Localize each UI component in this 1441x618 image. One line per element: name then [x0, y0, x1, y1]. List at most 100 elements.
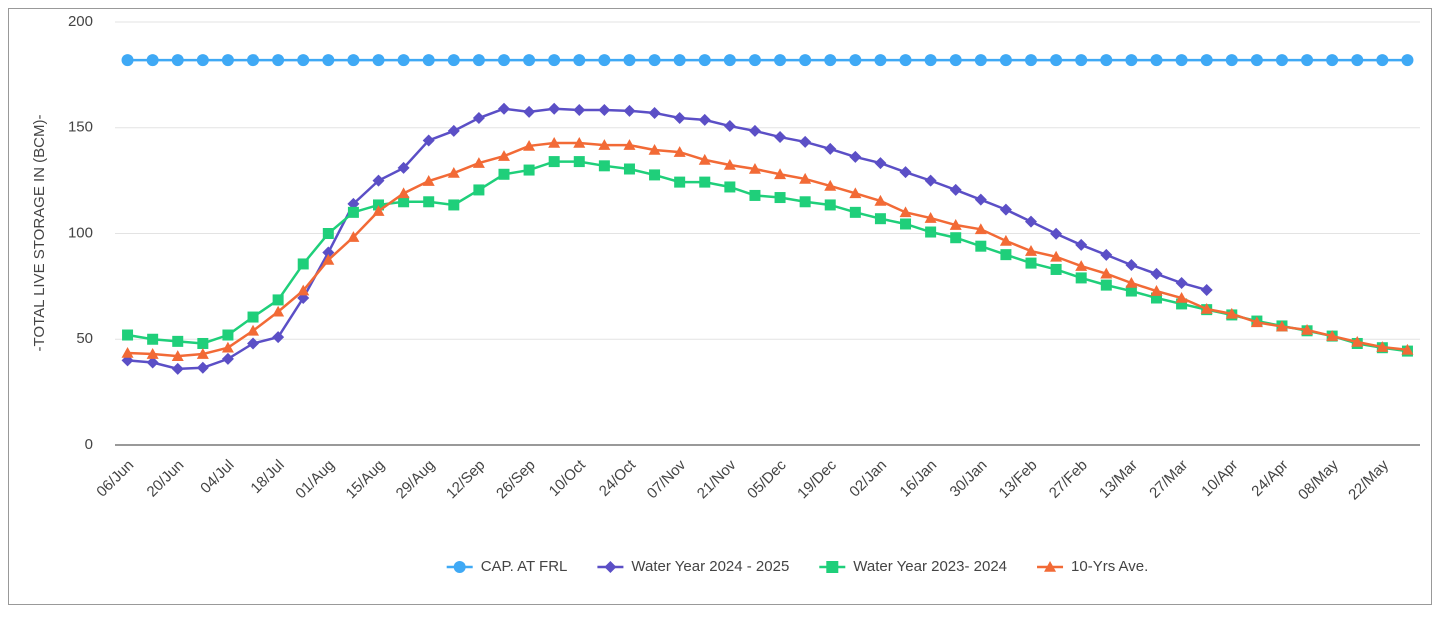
point: [674, 176, 686, 188]
point: [548, 54, 561, 67]
point: [1075, 272, 1087, 284]
point: [172, 335, 184, 347]
point: [372, 205, 385, 216]
point: [372, 54, 385, 67]
point: [649, 169, 661, 181]
point: [1100, 267, 1113, 279]
point: [999, 203, 1012, 216]
point: [372, 174, 385, 187]
point: [975, 240, 987, 252]
point: [322, 253, 335, 265]
series: [121, 136, 1414, 361]
point: [221, 341, 234, 353]
point: [548, 136, 561, 148]
point: [422, 54, 435, 67]
point: [899, 206, 912, 218]
point: [1200, 283, 1213, 296]
legend-item: Water Year 2024 - 2025: [597, 558, 789, 575]
point: [1401, 343, 1414, 355]
point: [849, 150, 862, 163]
point: [1044, 561, 1057, 572]
y-tick-label: 50: [76, 330, 93, 347]
point: [949, 183, 962, 196]
point: [297, 284, 310, 296]
point: [347, 54, 360, 67]
point: [1125, 259, 1138, 272]
point: [1075, 54, 1088, 67]
point: [347, 206, 359, 218]
point: [723, 54, 736, 67]
point: [623, 163, 635, 175]
point: [723, 120, 736, 133]
point: [472, 54, 485, 67]
point: [397, 187, 410, 199]
point: [799, 135, 812, 148]
point: [1326, 54, 1339, 67]
point: [221, 54, 234, 67]
point: [598, 54, 611, 67]
point: [448, 199, 460, 211]
point: [447, 54, 460, 67]
point: [1250, 54, 1263, 67]
point: [1050, 227, 1063, 240]
point: [146, 356, 159, 369]
point: [146, 54, 159, 67]
frame: [8, 8, 1432, 605]
point: [322, 228, 334, 239]
point: [1025, 245, 1038, 256]
point: [748, 54, 761, 67]
point: [497, 150, 510, 161]
point: [422, 134, 435, 147]
point: [824, 199, 836, 211]
point: [1150, 54, 1163, 67]
point: [453, 561, 466, 573]
point: [1050, 54, 1063, 67]
point: [523, 54, 536, 67]
point: [673, 54, 686, 67]
point: [623, 139, 636, 150]
point: [699, 176, 711, 188]
point: [247, 311, 259, 323]
point: [347, 231, 360, 242]
point: [247, 324, 260, 336]
point: [222, 329, 234, 341]
point: [1025, 257, 1037, 269]
point: [1275, 54, 1288, 67]
point: [1150, 292, 1162, 304]
point: [748, 124, 761, 137]
point: [373, 199, 385, 211]
point: [497, 54, 510, 67]
point: [824, 54, 837, 67]
point: [1200, 54, 1213, 67]
point: [900, 218, 912, 230]
point: [548, 102, 561, 115]
point: [999, 234, 1012, 246]
point: [1100, 248, 1113, 261]
point: [548, 156, 560, 168]
y-tick-label: 200: [68, 13, 93, 30]
point: [297, 54, 310, 67]
point: [272, 331, 285, 344]
point: [1351, 54, 1364, 67]
point: [121, 54, 134, 67]
point: [322, 54, 335, 67]
point: [874, 157, 887, 170]
point: [1150, 285, 1163, 296]
point: [698, 54, 711, 67]
point: [1025, 215, 1038, 228]
legend-label: Water Year 2023- 2024: [853, 558, 1007, 575]
point: [1225, 54, 1238, 67]
point: [999, 54, 1012, 67]
y-tick-label: 100: [68, 224, 93, 241]
point: [221, 352, 234, 365]
series: [121, 54, 1414, 67]
point: [1100, 54, 1113, 67]
point: [774, 168, 787, 180]
point: [673, 112, 686, 125]
point: [423, 196, 435, 208]
point: [573, 136, 586, 148]
point: [924, 212, 937, 223]
legend-item: Water Year 2023- 2024: [819, 558, 1007, 575]
point: [247, 337, 260, 350]
point: [122, 329, 134, 341]
